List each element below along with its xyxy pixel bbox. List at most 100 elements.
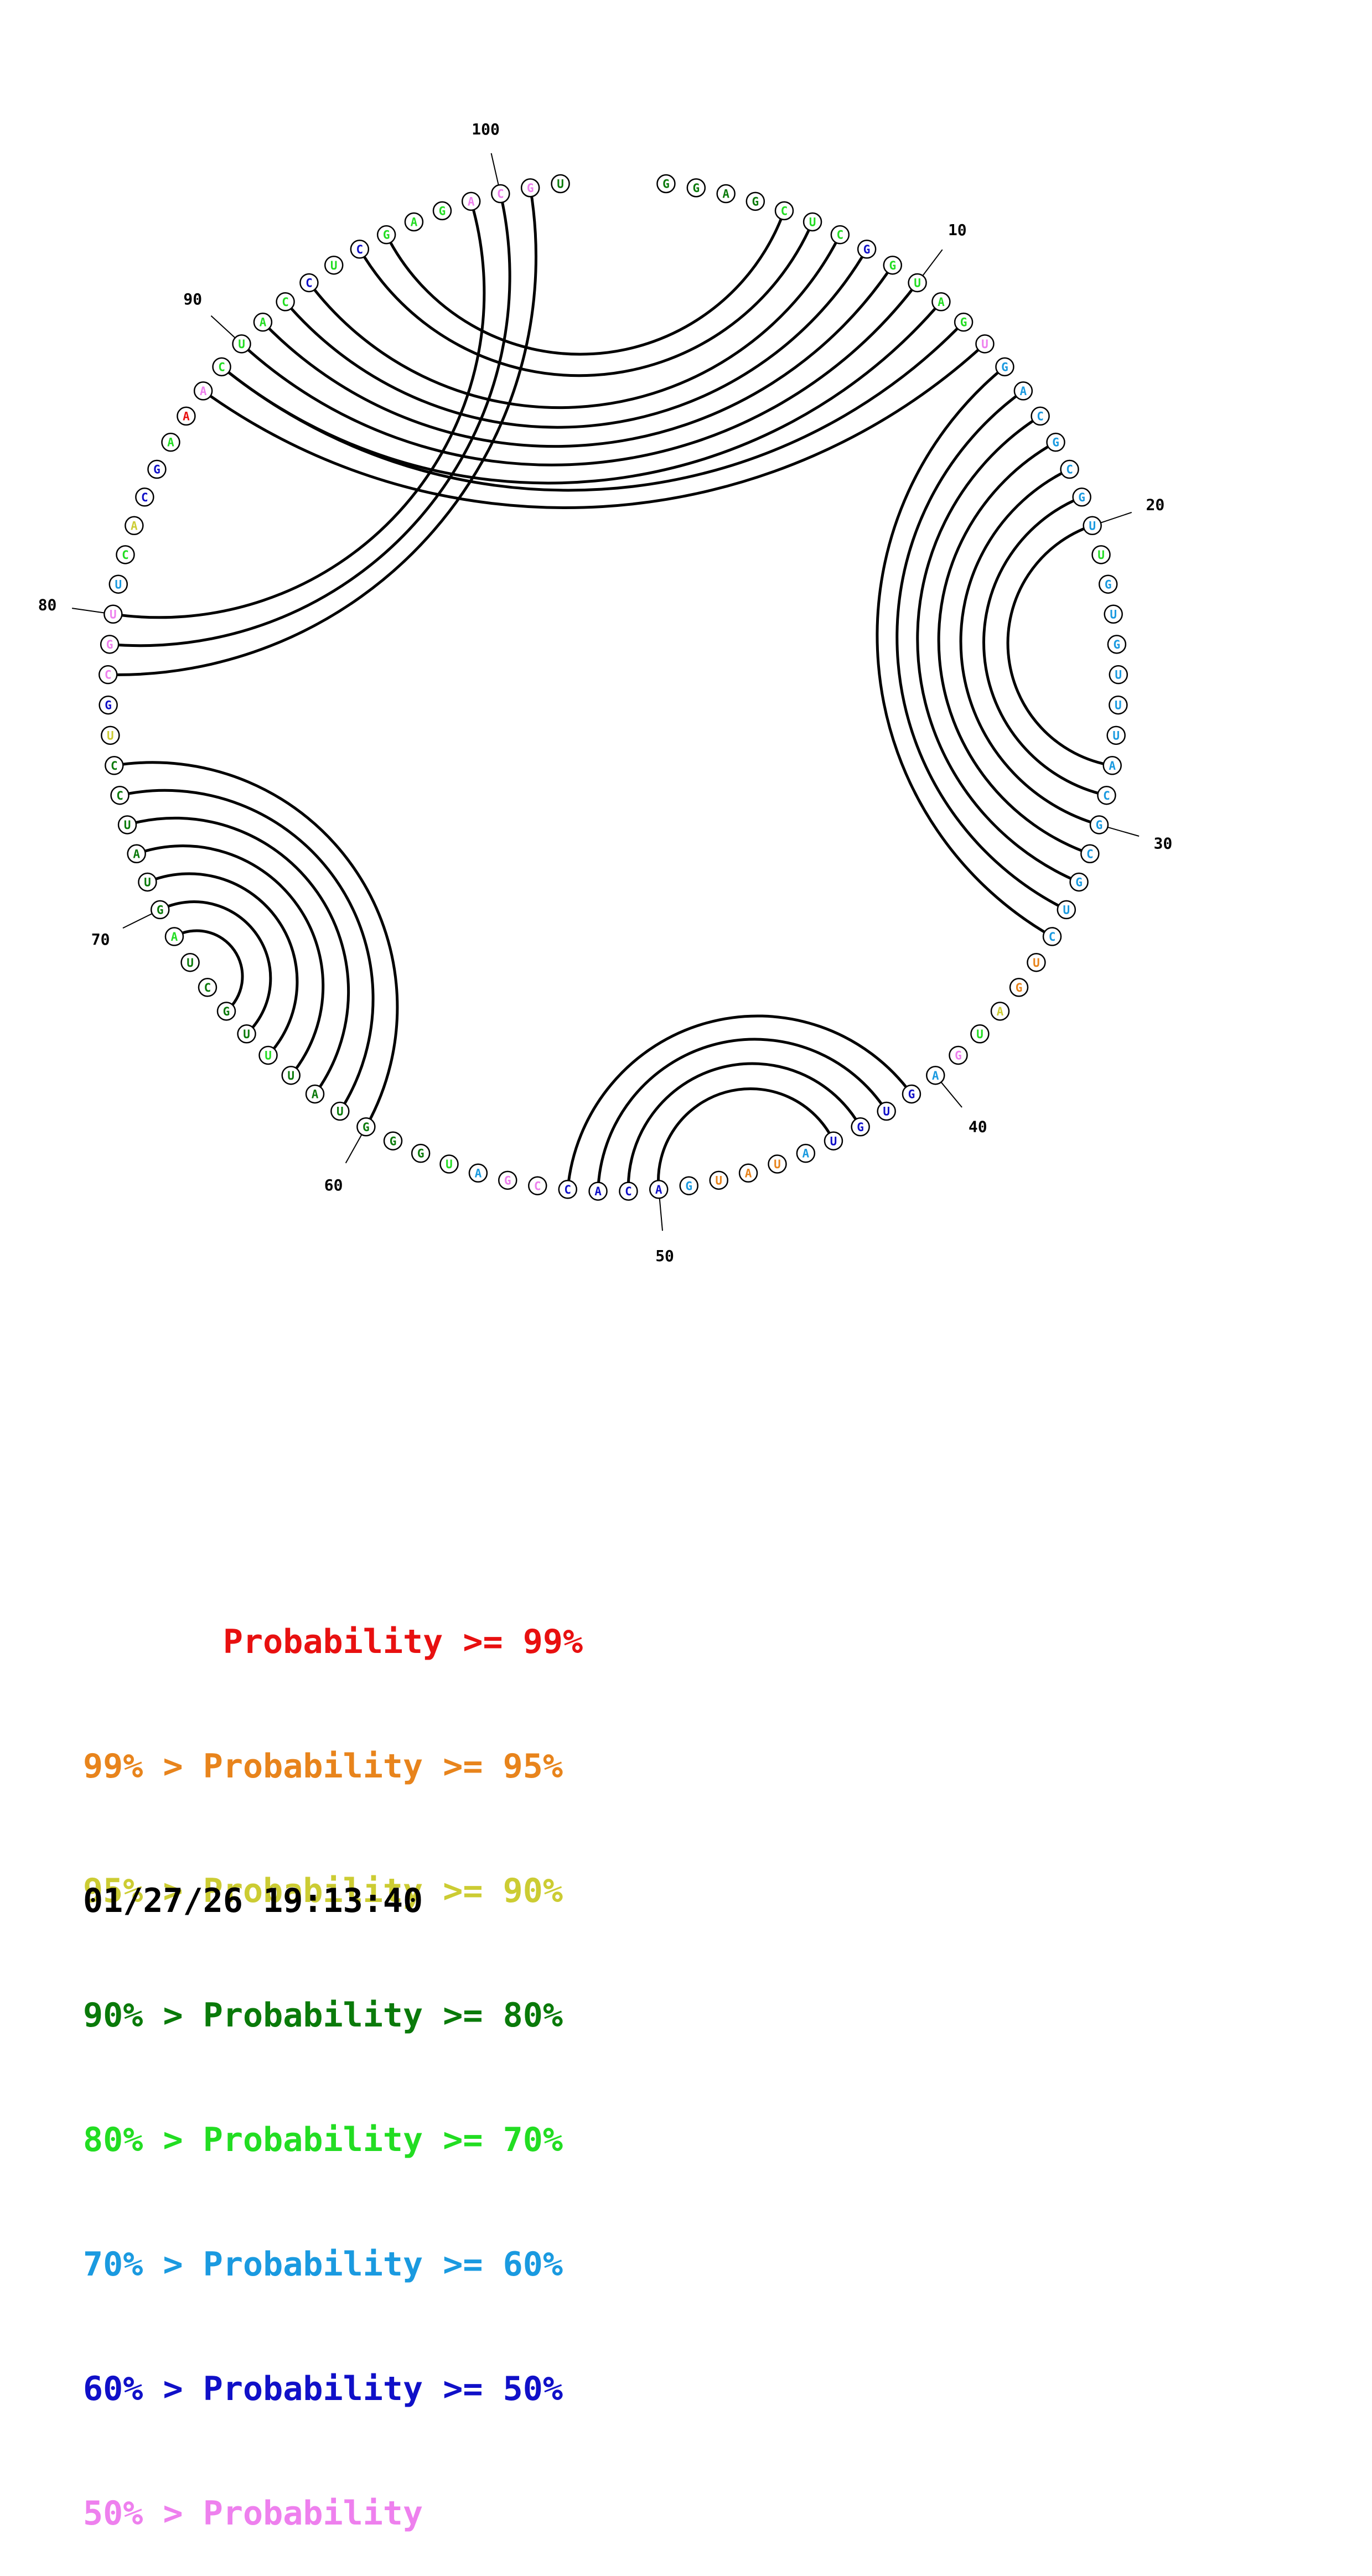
nucleotide-letter: U (914, 277, 921, 290)
nucleotide-circle (99, 695, 118, 715)
nucleotide-circle (796, 1143, 816, 1163)
nucleotide-circle (619, 1181, 638, 1201)
nucleotide-circle (824, 1131, 843, 1150)
pair-arc-43-51 (627, 1062, 862, 1191)
nucleotide-circle (1072, 488, 1091, 507)
nucleotide-letter: A (468, 195, 475, 208)
nucleotide-letter: A (745, 1167, 752, 1180)
tick-label-70: 70 (91, 930, 110, 948)
probability-legend: Probability >= 99% 99% > Probability >= … (83, 1538, 583, 2576)
nucleotide-letter: A (1109, 759, 1116, 773)
pair-arc-8-92 (284, 248, 868, 429)
nucleotide-circle (1009, 978, 1029, 997)
pair-arc-66-69 (173, 929, 244, 1013)
nucleotide-38: U (970, 1024, 990, 1044)
nucleotide-letter: C (1066, 463, 1073, 476)
tick-label-40: 40 (969, 1118, 987, 1136)
nucleotide-52: A (588, 1181, 608, 1201)
tick-label-60: 60 (324, 1176, 343, 1194)
nucleotide-letter: G (1078, 491, 1085, 504)
nucleotide-73: U (117, 815, 137, 835)
nucleotide-letter: U (446, 1158, 453, 1171)
nucleotide-51: C (619, 1181, 638, 1201)
nucleotide-circle (276, 292, 295, 312)
nucleotide-circle (1060, 459, 1079, 479)
nucleotide-circle (138, 872, 157, 892)
nucleotide-letter: A (475, 1167, 482, 1180)
nucleotide-letter: C (282, 296, 289, 309)
nucleotide-circle (558, 1180, 578, 1199)
nucleotide-80: U (103, 604, 123, 624)
nucleotide-letter: C (1037, 410, 1044, 423)
nucleotide-circle (383, 1131, 403, 1150)
nucleotide-letter: G (417, 1147, 424, 1160)
nucleotide-letter: G (955, 1049, 962, 1062)
nucleotide-83: A (125, 516, 144, 536)
nucleotide-27: U (1106, 725, 1126, 745)
nucleotide-50: A (649, 1180, 669, 1199)
tick-label-20: 20 (1146, 496, 1165, 514)
nucleotide-37: A (990, 1002, 1010, 1021)
nucleotide-89: C (212, 357, 231, 377)
nucleotide-circle (1083, 516, 1102, 536)
nucleotide-letter: G (685, 1179, 692, 1193)
nucleotide-circle (830, 225, 850, 245)
nucleotide-67: C (198, 978, 218, 997)
nucleotide-circle (1069, 872, 1089, 892)
nucleotide-circle (1097, 785, 1116, 805)
tick-label-10: 10 (948, 221, 967, 239)
nucleotide-letter: G (527, 182, 534, 195)
pair-arc-14-34 (876, 365, 1053, 938)
tick-line-60 (345, 1134, 363, 1164)
nucleotide-22: G (1098, 574, 1118, 594)
nucleotide-letter: G (1096, 818, 1103, 832)
nucleotide-circle (768, 1154, 787, 1174)
nucleotide-76: U (101, 725, 120, 745)
nucleotide-circle (931, 292, 951, 312)
nucleotide-46: U (768, 1154, 787, 1174)
nucleotide-circle (949, 1045, 968, 1065)
nucleotide-circle (101, 725, 120, 745)
nucleotide-45: A (796, 1143, 816, 1163)
tick-label-100: 100 (472, 120, 500, 138)
nucleotide-letter: G (908, 1088, 915, 1101)
tick-label-80: 80 (38, 596, 57, 614)
nucleotide-23: U (1104, 604, 1123, 624)
pair-arc-78-101 (108, 187, 537, 676)
legend-line-50: 60% > Probability >= 50% (83, 2370, 563, 2408)
nucleotide-97: A (404, 212, 424, 232)
pair-arc-6-95 (358, 221, 814, 377)
nucleotide-circle (281, 1065, 301, 1085)
nucleotide-letter: G (106, 638, 113, 651)
nucleotide-letter: U (715, 1174, 722, 1187)
nucleotide-9: G (883, 255, 903, 275)
pair-arc-20-28 (1006, 524, 1113, 767)
nucleotide-letter: A (167, 436, 174, 449)
nucleotide-circle (877, 1101, 896, 1121)
pair-arc-18-30 (959, 468, 1100, 826)
nucleotide-letter: G (1016, 981, 1023, 994)
nucleotide-4: G (745, 191, 765, 211)
nucleotide-circle (738, 1163, 758, 1183)
nucleotide-circle (305, 1084, 325, 1104)
nucleotide-letter: G (889, 259, 896, 272)
nucleotide-circle (135, 488, 154, 507)
nucleotide-circle (528, 1176, 547, 1195)
pair-arc-16-32 (916, 414, 1080, 884)
nucleotide-letter: G (363, 1121, 370, 1134)
nucleotide-letter: G (157, 903, 164, 916)
nucleotide-circle (212, 357, 231, 377)
pair-arc-5-96 (385, 210, 786, 356)
tick-label-90: 90 (183, 290, 202, 308)
nucleotide-letter: U (1110, 608, 1117, 621)
pair-arc-64-71 (147, 872, 299, 1056)
nucleotide-circle (324, 255, 344, 275)
nucleotide-circle (1080, 844, 1100, 864)
nucleotide-circle (193, 381, 213, 401)
nucleotide-letter: G (1001, 360, 1008, 374)
nucleotide-circle (232, 334, 251, 354)
nucleotide-66: G (216, 1002, 236, 1021)
nucleotide-20: U (1083, 516, 1102, 536)
nucleotide-63: U (281, 1065, 301, 1085)
nucleotide-33: U (1057, 900, 1076, 920)
